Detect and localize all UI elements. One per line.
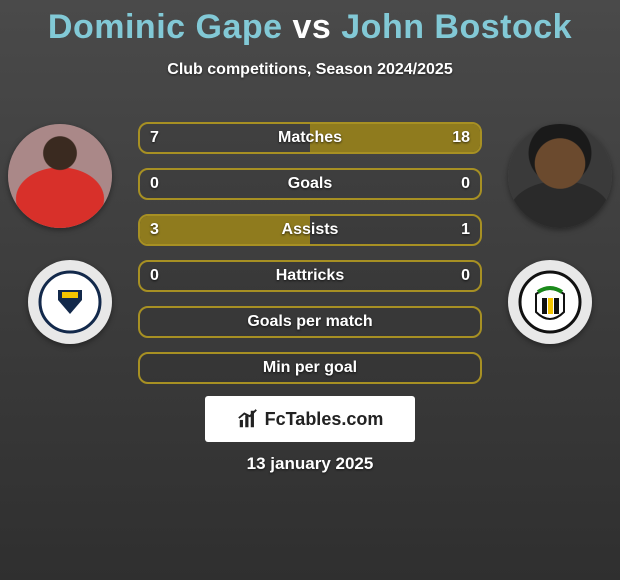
stat-value-right: 0 bbox=[461, 267, 470, 285]
stat-value-left: 0 bbox=[150, 267, 159, 285]
title-player1: Dominic Gape bbox=[48, 8, 283, 46]
stat-bar: 0 0 Goals bbox=[138, 168, 482, 200]
subtitle: Club competitions, Season 2024/2025 bbox=[0, 61, 620, 79]
stat-value-left: 3 bbox=[150, 221, 159, 239]
stat-label: Hattricks bbox=[276, 267, 344, 285]
stat-label: Goals per match bbox=[247, 313, 372, 331]
stat-label: Goals bbox=[288, 175, 332, 193]
stat-value-left: 0 bbox=[150, 175, 159, 193]
stat-value-left: 7 bbox=[150, 129, 159, 147]
player1-avatar bbox=[8, 124, 112, 228]
stat-label: Min per goal bbox=[263, 359, 357, 377]
player2-avatar bbox=[508, 124, 612, 228]
stat-bar: 7 18 Matches bbox=[138, 122, 482, 154]
stat-label: Assists bbox=[282, 221, 339, 239]
stat-bar: Min per goal bbox=[138, 352, 482, 384]
title-vs: vs bbox=[292, 8, 331, 46]
player2-club-badge bbox=[508, 260, 592, 344]
stat-value-right: 0 bbox=[461, 175, 470, 193]
stat-bar: 3 1 Assists bbox=[138, 214, 482, 246]
stat-value-right: 1 bbox=[461, 221, 470, 239]
club-crest-icon bbox=[38, 270, 102, 334]
title-player2: John Bostock bbox=[341, 8, 572, 46]
stats-bars: 7 18 Matches 0 0 Goals 3 1 Assists 0 0 Hattricks Goa… bbox=[138, 122, 482, 398]
comparison-title: Dominic Gape vs John Bostock bbox=[0, 0, 620, 47]
stat-value-right: 18 bbox=[452, 129, 470, 147]
club-crest-icon bbox=[518, 270, 582, 334]
player1-club-badge bbox=[28, 260, 112, 344]
stat-bar: 0 0 Hattricks bbox=[138, 260, 482, 292]
stat-bar: Goals per match bbox=[138, 306, 482, 338]
stat-label: Matches bbox=[278, 129, 342, 147]
brand-text: FcTables.com bbox=[265, 409, 384, 430]
footer-date: 13 january 2025 bbox=[0, 454, 620, 474]
brand-logo: FcTables.com bbox=[205, 396, 415, 442]
chart-icon bbox=[237, 408, 259, 430]
